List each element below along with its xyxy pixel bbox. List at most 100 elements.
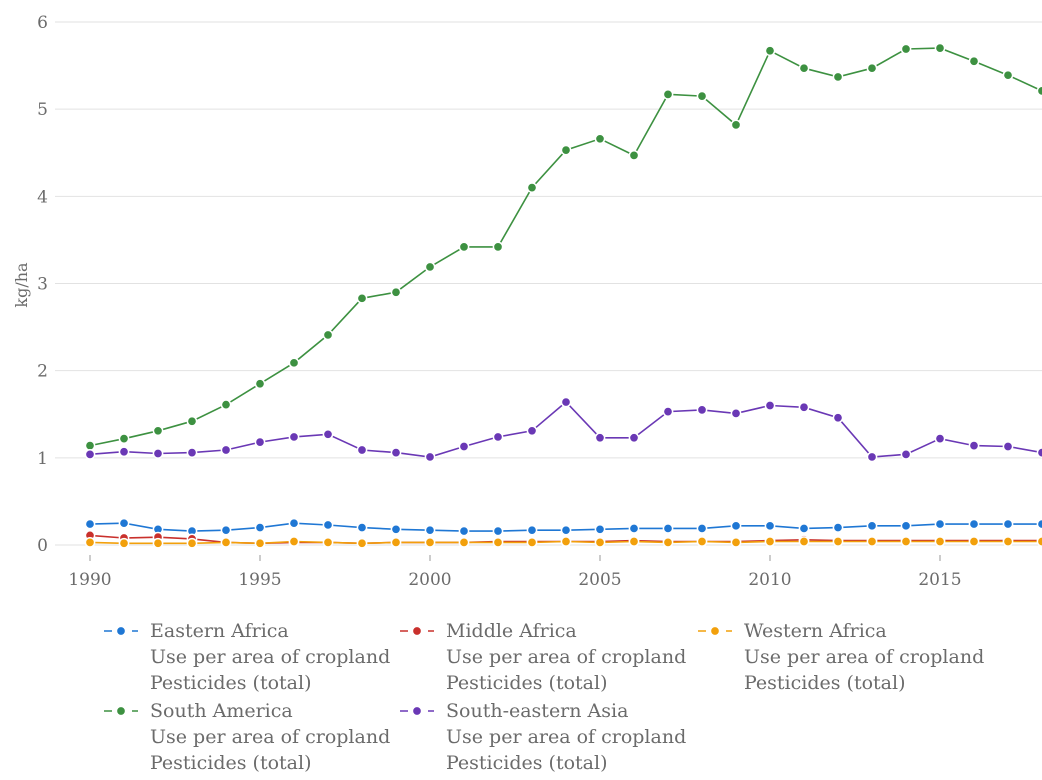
data-point [628, 150, 640, 161]
y-tick-label: 4 [37, 187, 48, 207]
legend-series-name: South-eastern Asia [446, 700, 628, 722]
legend-series-name: South America [150, 700, 293, 722]
data-point [594, 432, 606, 444]
data-point [1036, 85, 1042, 97]
data-point [356, 522, 368, 533]
y-axis-title: kg/ha [12, 262, 31, 308]
data-point [152, 448, 164, 459]
data-point [492, 431, 504, 443]
legend-item: South America Use per area of cropland Pes… [104, 700, 390, 774]
legend-item: Middle Africa Use per area of cropland Pes… [400, 620, 686, 694]
data-point [322, 428, 334, 440]
data-point [84, 518, 96, 530]
data-point [1036, 536, 1042, 547]
x-tick-label: 1990 [68, 570, 111, 590]
data-point [118, 537, 130, 549]
y-tick-label: 5 [37, 100, 48, 120]
series-south-america [84, 42, 1042, 451]
data-point [458, 241, 470, 253]
data-point [220, 537, 232, 548]
data-point [186, 447, 198, 458]
data-point [254, 522, 266, 533]
data-point [594, 133, 606, 145]
data-point [764, 520, 776, 532]
data-point [832, 522, 844, 533]
data-point [424, 524, 436, 536]
data-point [288, 357, 300, 369]
y-tick-label: 2 [37, 362, 48, 382]
x-tick-label: 2015 [918, 570, 961, 590]
data-point [322, 519, 334, 531]
data-point [288, 431, 300, 443]
data-point [322, 329, 334, 341]
data-point [118, 433, 130, 445]
legend-series-name: Western Africa [744, 620, 887, 642]
series-western-africa [84, 536, 1042, 549]
data-point [560, 524, 572, 536]
data-point [968, 536, 980, 547]
legend-item-type: Pesticides (total) [744, 672, 906, 694]
y-axis-ticks: 0 1 2 3 4 5 6 [37, 13, 48, 556]
data-point [696, 90, 708, 102]
data-point [254, 537, 266, 549]
data-point [254, 436, 266, 448]
data-point [832, 412, 844, 424]
data-point [866, 536, 878, 547]
data-point [118, 517, 130, 529]
data-point [934, 42, 946, 54]
data-point [594, 537, 606, 548]
legend-item-type: Pesticides (total) [446, 672, 608, 694]
legend-metric: Use per area of cropland [744, 646, 984, 668]
data-point [900, 536, 912, 547]
x-axis-ticks: 1990 1995 2000 2005 2010 2015 [68, 555, 962, 590]
data-point [1002, 441, 1014, 452]
legend-item: Western Africa Use per area of cropland Pe… [698, 620, 984, 694]
x-tick-label: 1995 [238, 570, 281, 590]
data-point [968, 55, 980, 67]
data-point [560, 144, 572, 156]
data-point [118, 446, 130, 458]
legend-metric: Use per area of cropland [150, 646, 390, 668]
data-point [526, 524, 538, 536]
data-point [560, 396, 572, 408]
data-point [832, 71, 844, 83]
data-point [764, 400, 776, 411]
data-point [730, 119, 742, 131]
data-point [1036, 447, 1042, 458]
series-south-eastern-asia [84, 396, 1042, 463]
data-point [492, 525, 504, 537]
data-point [84, 448, 96, 460]
legend-item: South-eastern Asia Use per area of cropla… [400, 700, 686, 774]
data-point [152, 537, 164, 549]
data-point [628, 523, 640, 534]
legend-item-type: Pesticides (total) [150, 672, 312, 694]
data-point [526, 537, 538, 548]
data-point [832, 536, 844, 547]
data-point [390, 447, 402, 458]
legend-swatch [104, 705, 138, 717]
data-point [288, 517, 300, 529]
data-point [186, 415, 198, 427]
data-point [594, 523, 606, 535]
data-point [1002, 536, 1014, 547]
data-point [628, 432, 640, 444]
legend-swatch [104, 625, 138, 637]
legend-item: Eastern Africa Use per area of cropland Pe… [104, 620, 390, 694]
x-tick-label: 2005 [578, 570, 621, 590]
data-point [696, 523, 708, 534]
series-layer [84, 42, 1042, 549]
data-point [458, 441, 470, 452]
data-point [1036, 518, 1042, 530]
data-point [458, 537, 470, 548]
data-point [152, 425, 164, 437]
data-point [934, 518, 946, 530]
data-point [390, 286, 402, 298]
data-point [696, 404, 708, 416]
series-eastern-africa [84, 517, 1042, 537]
legend-series-name: Middle Africa [446, 620, 577, 642]
legend: Eastern Africa Use per area of cropland Pe… [104, 620, 984, 774]
data-point [866, 451, 878, 463]
data-point [968, 518, 980, 530]
data-point [798, 401, 810, 413]
